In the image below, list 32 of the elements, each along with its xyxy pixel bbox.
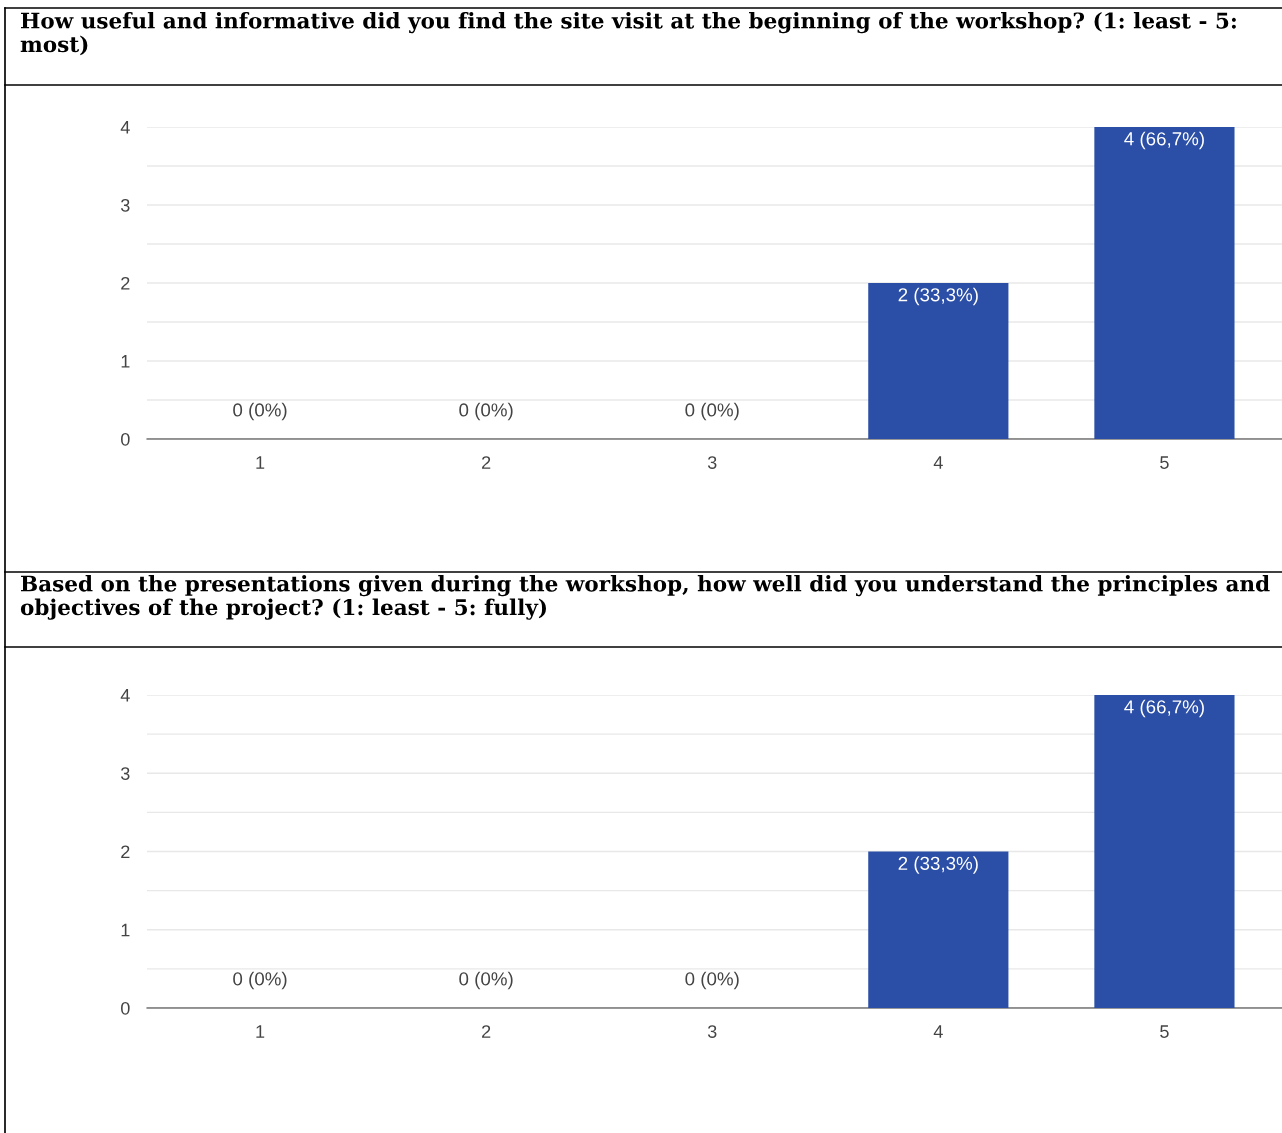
y-tick-label: 0 <box>121 432 130 446</box>
y-tick-label: 3 <box>120 198 130 212</box>
data-label: 2 (33,3%) <box>898 287 978 306</box>
data-label: 0 (0%) <box>233 402 287 421</box>
x-tick-label: 5 <box>1160 456 1169 469</box>
data-label: 4 (66,7%) <box>1124 131 1204 150</box>
x-tick-label: 4 <box>933 1025 943 1038</box>
data-label: 0 (0%) <box>233 971 287 990</box>
y-tick-label: 2 <box>121 845 130 859</box>
y-tick-label: 1 <box>121 355 130 368</box>
y-tick-label: 1 <box>121 923 130 937</box>
data-label: 0 (0%) <box>459 971 513 990</box>
x-tick-label: 3 <box>707 456 717 469</box>
y-tick-label: 4 <box>120 121 130 134</box>
x-tick-label: 4 <box>933 456 943 469</box>
y-tick-label: 3 <box>120 767 130 780</box>
x-tick-label: 3 <box>707 1025 717 1038</box>
data-label: 4 (66,7%) <box>1124 699 1204 718</box>
y-tick-label: 4 <box>120 689 130 702</box>
chart-title: Based on the presentations given during the workshop, how well did you understand the principles and objectives of the project? (1: least - 5: fully) <box>20 575 1270 620</box>
data-label: 2 (33,3%) <box>898 856 978 874</box>
chart-title: How useful and informative did you find the site visit at the beginning of the workshop? (1: least - 5: most) <box>20 12 1236 56</box>
y-tick-label: 2 <box>121 276 130 290</box>
data-label: 0 (0%) <box>685 402 739 421</box>
x-tick-label: 1 <box>256 1025 265 1038</box>
data-label: 0 (0%) <box>459 402 513 421</box>
x-tick-label: 5 <box>1160 1025 1169 1038</box>
y-tick-label: 0 <box>121 1001 130 1015</box>
x-tick-label: 2 <box>482 1025 491 1038</box>
x-tick-label: 2 <box>482 456 491 469</box>
x-tick-label: 1 <box>256 456 265 469</box>
data-label: 0 (0%) <box>685 971 739 990</box>
